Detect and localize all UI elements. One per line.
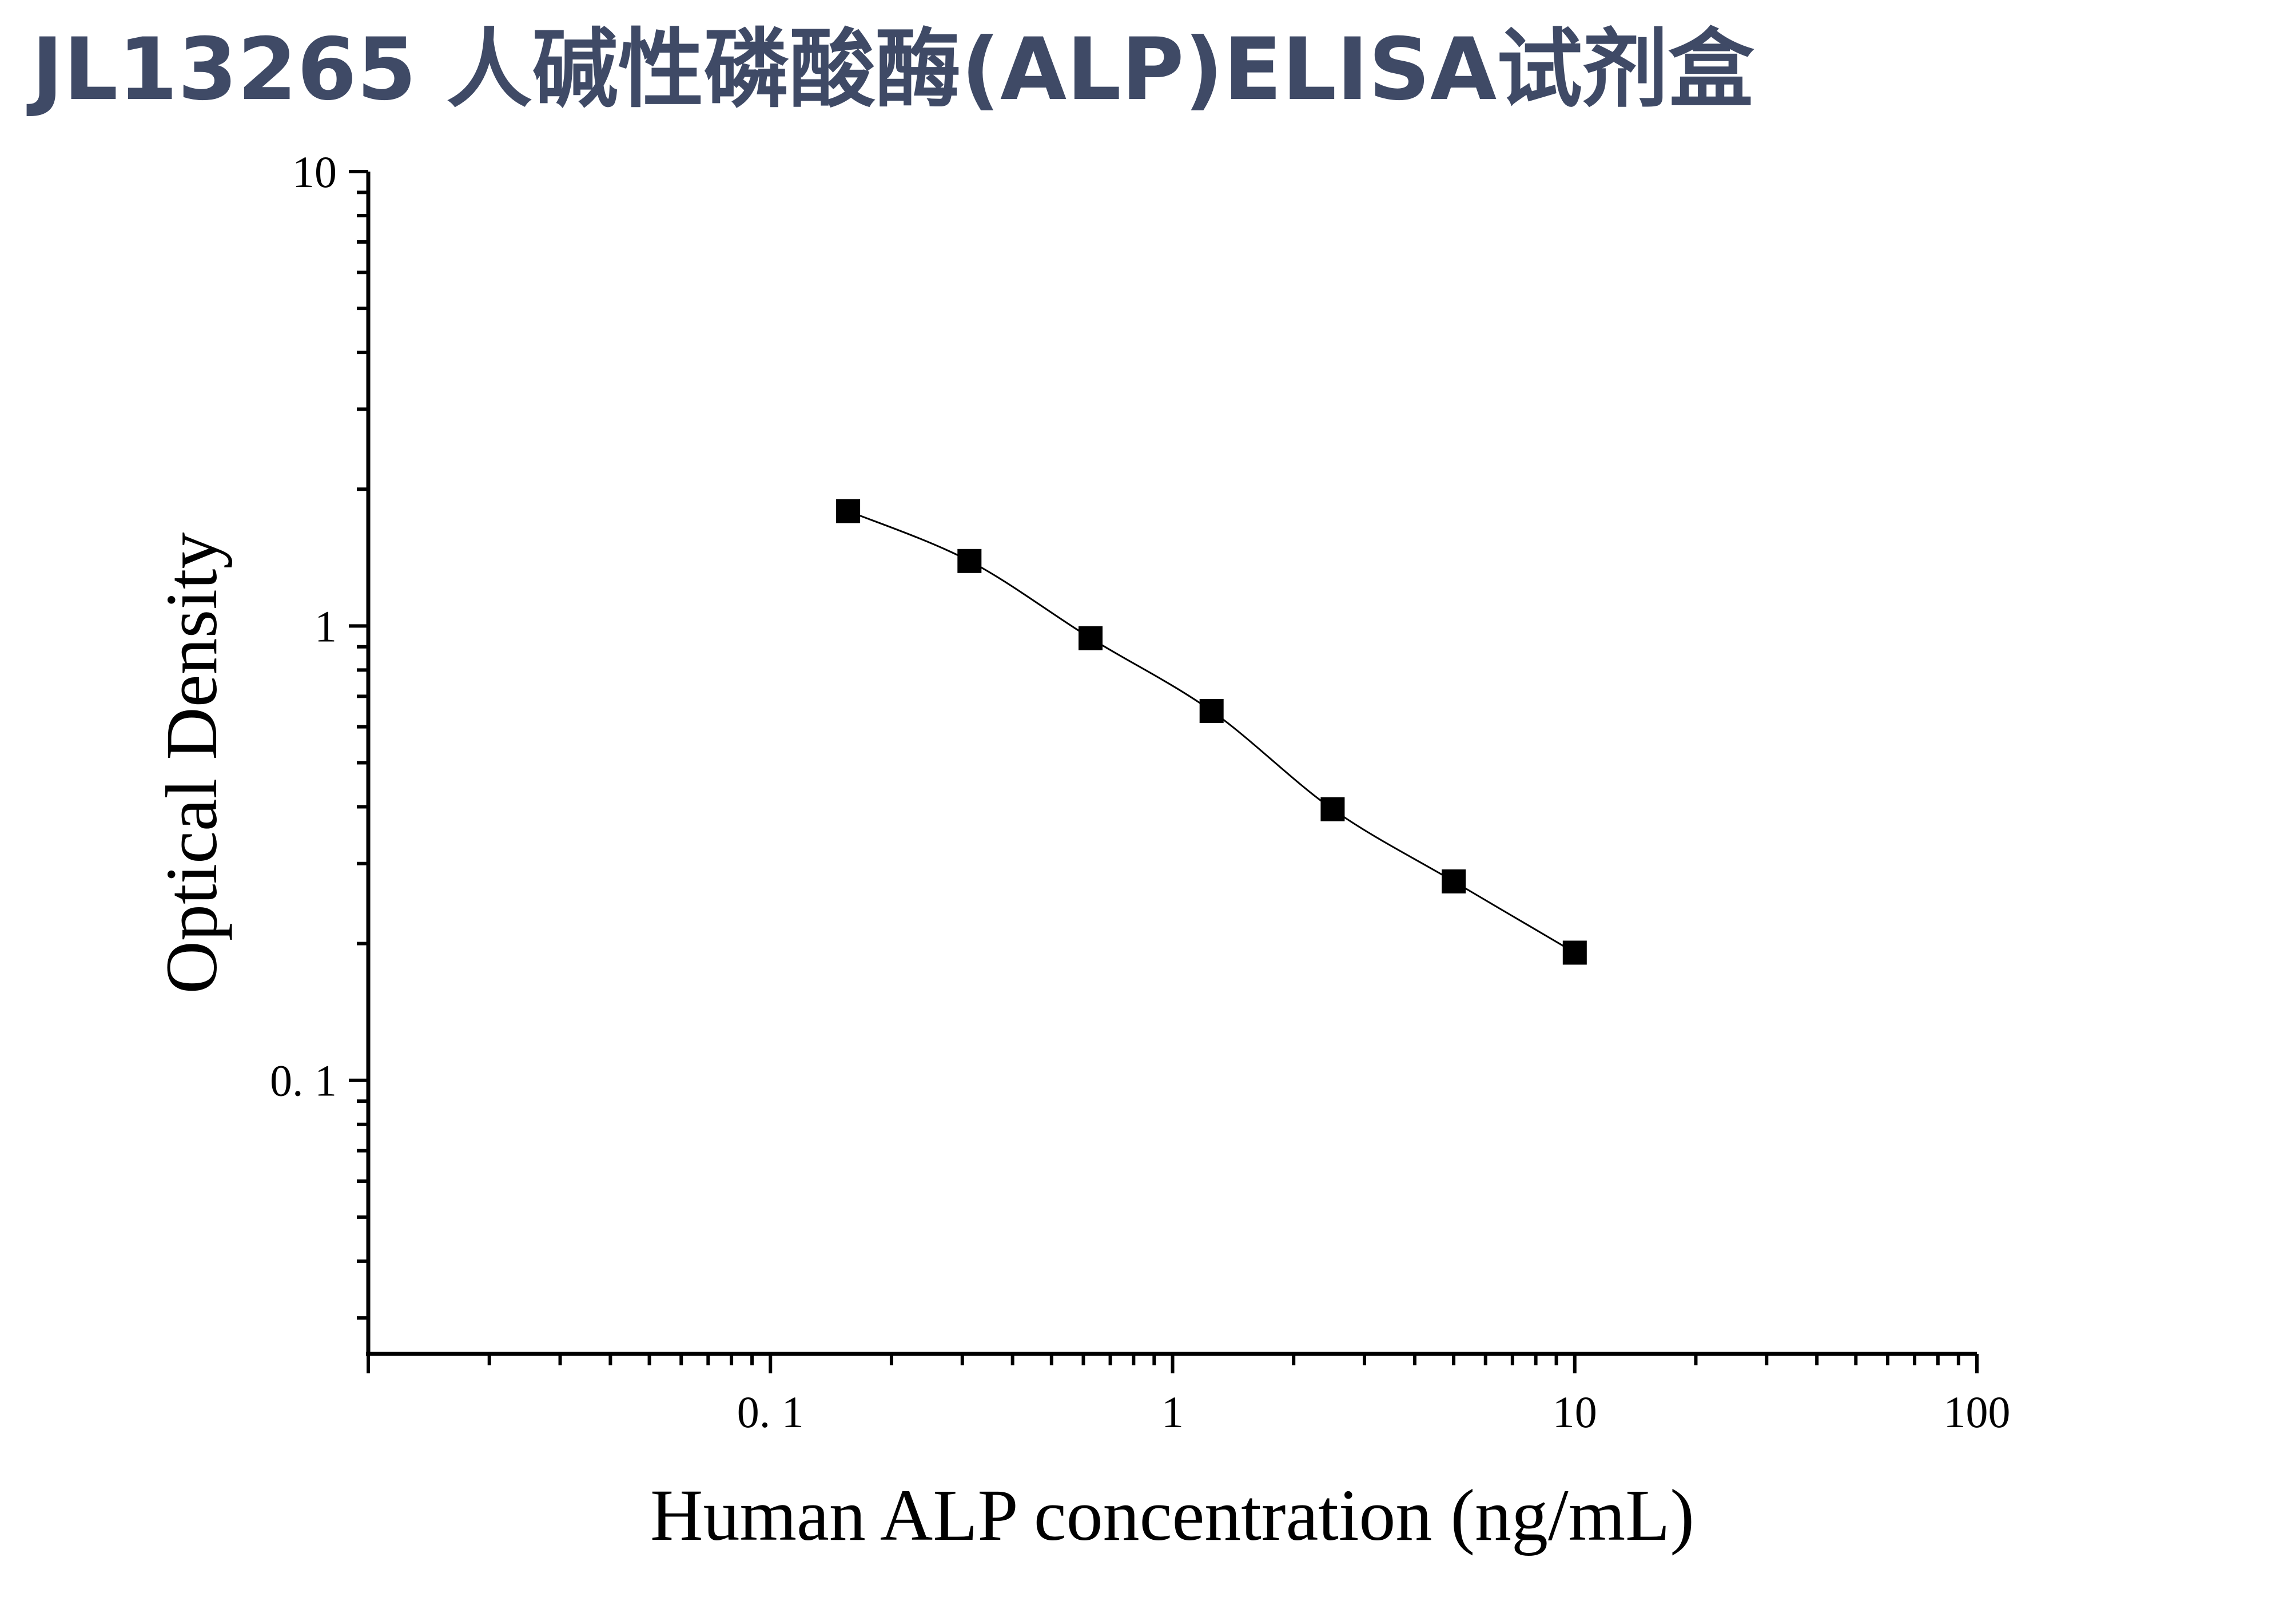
data-points (836, 499, 1587, 965)
x-tick-label: 10 (1553, 1387, 1597, 1437)
fit-curve (847, 510, 1575, 954)
x-tick-label: 1 (1161, 1387, 1184, 1437)
data-point (1079, 626, 1103, 650)
axis-ticks (349, 170, 1979, 1373)
y-tick-label: 0. 1 (270, 1056, 337, 1106)
x-axis-title: Human ALP concentration (ng/mL) (650, 1475, 1694, 1556)
data-point (1442, 869, 1466, 893)
data-point (1320, 797, 1345, 821)
data-point (1199, 699, 1224, 723)
axis-tick-labels: 0. 1 1 10 100 0. 1 1 10 (270, 147, 2011, 1437)
y-tick-label: 10 (292, 147, 337, 197)
x-tick-label: 100 (1944, 1387, 2011, 1437)
y-axis-title: Optical Density (151, 533, 232, 994)
chart-axes (366, 172, 1977, 1356)
y-tick-label: 1 (315, 601, 337, 651)
data-point (836, 499, 861, 523)
data-point (1562, 940, 1587, 965)
data-point (957, 549, 982, 573)
page-title: JL13265 人碱性磷酸酶(ALP)ELISA试剂盒 (31, 20, 1754, 120)
x-tick-label: 0. 1 (737, 1387, 804, 1437)
